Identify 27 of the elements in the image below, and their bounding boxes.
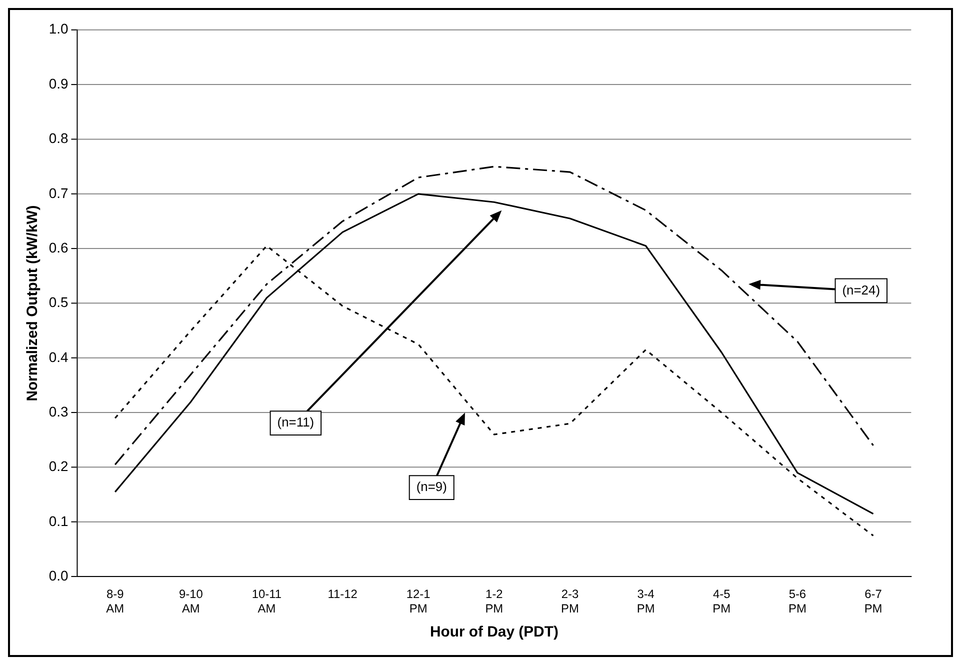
y-tick-label: 0.6 xyxy=(48,239,68,256)
x-tick-label: 12-1 PM xyxy=(406,587,431,616)
annotation: (n=9) xyxy=(416,479,447,494)
x-tick-label: 6-7 PM xyxy=(864,587,882,616)
y-tick-label: 0.3 xyxy=(48,403,68,420)
y-tick-label: 0.8 xyxy=(48,130,68,146)
x-tick-label: 5-6 PM xyxy=(788,587,806,616)
annotation: (n=24) xyxy=(842,282,880,298)
x-tick-label: 11-12 xyxy=(328,587,358,602)
x-tick-label: 2-3 PM xyxy=(561,587,579,616)
x-tick-label: 4-5 PM xyxy=(712,587,731,616)
annotation: (n=11) xyxy=(277,414,314,430)
x-tick-label: 9-10 AM xyxy=(178,587,204,616)
x-tick-label: 3-4 PM xyxy=(636,587,655,616)
x-tick-label: 10-11 AM xyxy=(252,587,282,616)
y-tick-label: 0.1 xyxy=(48,512,68,529)
y-tick-label: 0.0 xyxy=(48,568,68,584)
y-axis-title: Normalized Output (kW/kW) xyxy=(24,205,42,402)
y-tick-label: 0.5 xyxy=(48,294,68,310)
y-tick-label: 0.9 xyxy=(48,75,68,92)
x-tick-label: 1-2 PM xyxy=(485,587,504,616)
y-tick-label: 0.2 xyxy=(48,458,68,474)
y-tick-label: 1.0 xyxy=(48,20,68,37)
y-tick-label: 0.7 xyxy=(48,184,68,201)
x-tick-label: 8-9 AM xyxy=(106,587,124,616)
y-tick-label: 0.4 xyxy=(48,348,68,365)
x-axis-title: Hour of Day (PDT) xyxy=(430,623,558,640)
